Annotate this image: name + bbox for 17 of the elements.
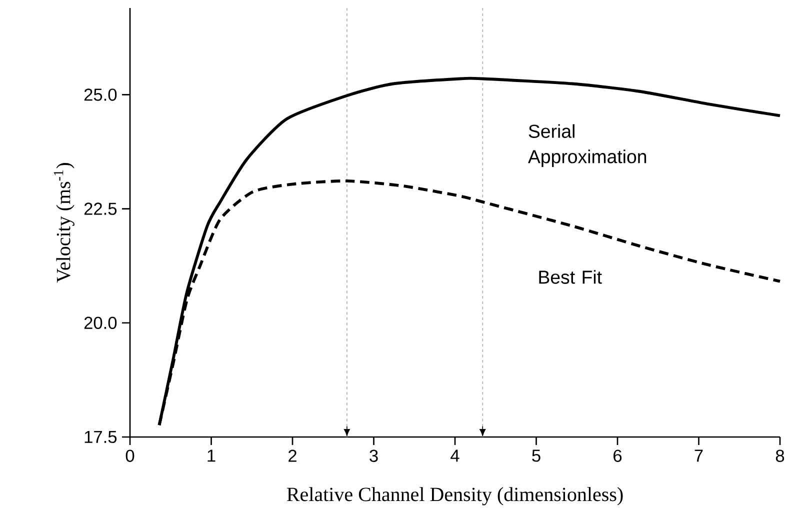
y-tick-label: 22.5 — [84, 202, 117, 215]
y-tick-label: 17.5 — [84, 430, 117, 444]
x-axis-title: Relative Channel Density (dimensionless) — [287, 487, 623, 506]
x-tick-label: 0 — [126, 450, 134, 462]
series-label: Serial Approximation — [528, 124, 646, 167]
y-tick-label: 20.0 — [84, 316, 117, 330]
x-tick-label: 3 — [370, 450, 378, 462]
x-tick-label: 4 — [450, 450, 460, 462]
x-tick-label: 1 — [208, 450, 216, 462]
y-tick-label: 25.0 — [84, 88, 117, 101]
x-tick-label: 7 — [694, 450, 703, 462]
x-tick-label: 8 — [776, 450, 784, 462]
x-tick-label: 2 — [288, 450, 296, 462]
x-tick-label: 5 — [532, 450, 540, 462]
x-tick-label: 6 — [614, 450, 622, 462]
series-label: Best Fit — [539, 270, 602, 284]
y-axis-title: Velocity (ms$^{-1}$) — [54, 163, 74, 283]
